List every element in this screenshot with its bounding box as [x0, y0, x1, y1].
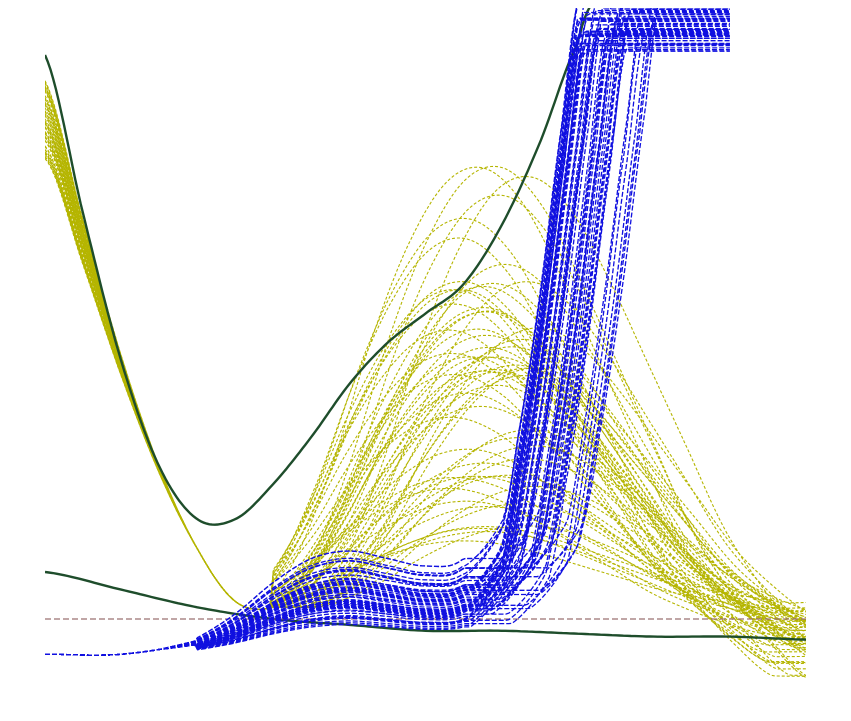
blue-series-43 [45, 34, 730, 656]
blue-series-60 [45, 8, 730, 656]
olive-series-11 [45, 152, 806, 626]
dark-green-series-2 [45, 570, 806, 641]
olive-series-55 [45, 131, 806, 670]
olive-series-26 [45, 86, 806, 621]
olive-series-29 [45, 152, 806, 635]
olive-series-48 [45, 87, 806, 640]
olive-series-2 [45, 152, 806, 632]
olive-series-44 [45, 95, 806, 627]
olive-series-43 [45, 87, 806, 622]
olive-series-47 [45, 98, 806, 649]
olive-series-28 [45, 140, 806, 625]
olive-series-40 [45, 115, 806, 632]
olive-series-14 [45, 122, 806, 631]
olive-series-59 [45, 86, 806, 651]
olive-series-9 [45, 122, 806, 618]
blue-series-45 [45, 35, 730, 656]
olive-series-8 [45, 104, 806, 644]
olive-series-19 [45, 89, 806, 611]
olive-series-25 [45, 111, 806, 626]
olive-series-17 [45, 122, 806, 628]
blue-series-16 [45, 15, 730, 656]
olive-series-15 [45, 103, 806, 612]
olive-series-49 [45, 121, 806, 610]
plot-area [45, 8, 806, 678]
dark-green-series-1 [45, 8, 591, 526]
olive-series-37 [45, 137, 806, 657]
olive-series-34 [45, 126, 806, 664]
olive-series-54 [45, 110, 806, 621]
olive-series-58 [45, 153, 806, 629]
olive-series-60 [45, 127, 806, 651]
olive-series-36 [45, 131, 806, 622]
olive-series-18 [45, 98, 806, 639]
olive-series-6 [45, 83, 806, 614]
olive-series-41 [45, 149, 806, 638]
olive-series-35 [45, 158, 806, 638]
blue-series-30 [45, 17, 730, 656]
olive-series-23 [45, 158, 806, 619]
olive-series-39 [45, 156, 806, 622]
olive-series-21 [45, 132, 806, 653]
olive-series-1 [45, 149, 806, 649]
